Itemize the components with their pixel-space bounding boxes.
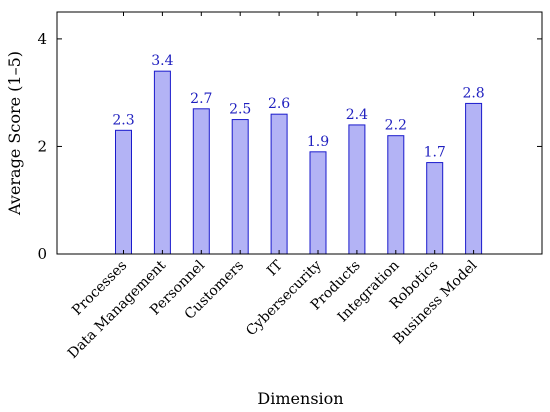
data-label: 2.2 — [385, 118, 407, 134]
x-tick-label: IT — [264, 257, 286, 279]
bar — [465, 102, 483, 255]
data-label: 1.9 — [307, 134, 329, 150]
bar — [426, 162, 444, 255]
bar — [348, 124, 366, 255]
y-tick-label: 2 — [37, 137, 47, 155]
y-axis: 0 2 4 — [37, 30, 542, 263]
data-label: 2.5 — [229, 102, 251, 118]
bar — [309, 151, 327, 255]
data-label: 2.3 — [112, 112, 134, 128]
data-labels: 2.3 3.4 2.7 2.5 2.6 1.9 2.4 2.2 1.7 2.8 — [112, 53, 484, 160]
bar — [387, 135, 405, 255]
y-axis-title: Average Score (1–5) — [5, 51, 24, 216]
data-label: 3.4 — [151, 53, 173, 69]
plot-frame — [56, 11, 543, 255]
data-label: 2.8 — [462, 85, 484, 101]
bars-layer — [115, 70, 483, 255]
bar — [231, 119, 249, 255]
data-label: 1.7 — [424, 145, 446, 161]
x-axis-title: Dimension — [257, 389, 343, 408]
y-tick-label: 4 — [37, 30, 47, 48]
data-label: 2.6 — [268, 96, 290, 112]
bar — [270, 113, 288, 255]
data-label: 2.4 — [346, 107, 368, 123]
bar — [115, 129, 132, 255]
y-tick-label: 0 — [37, 245, 47, 263]
bar — [153, 70, 171, 255]
data-label: 2.7 — [190, 91, 212, 107]
bar — [192, 108, 210, 255]
